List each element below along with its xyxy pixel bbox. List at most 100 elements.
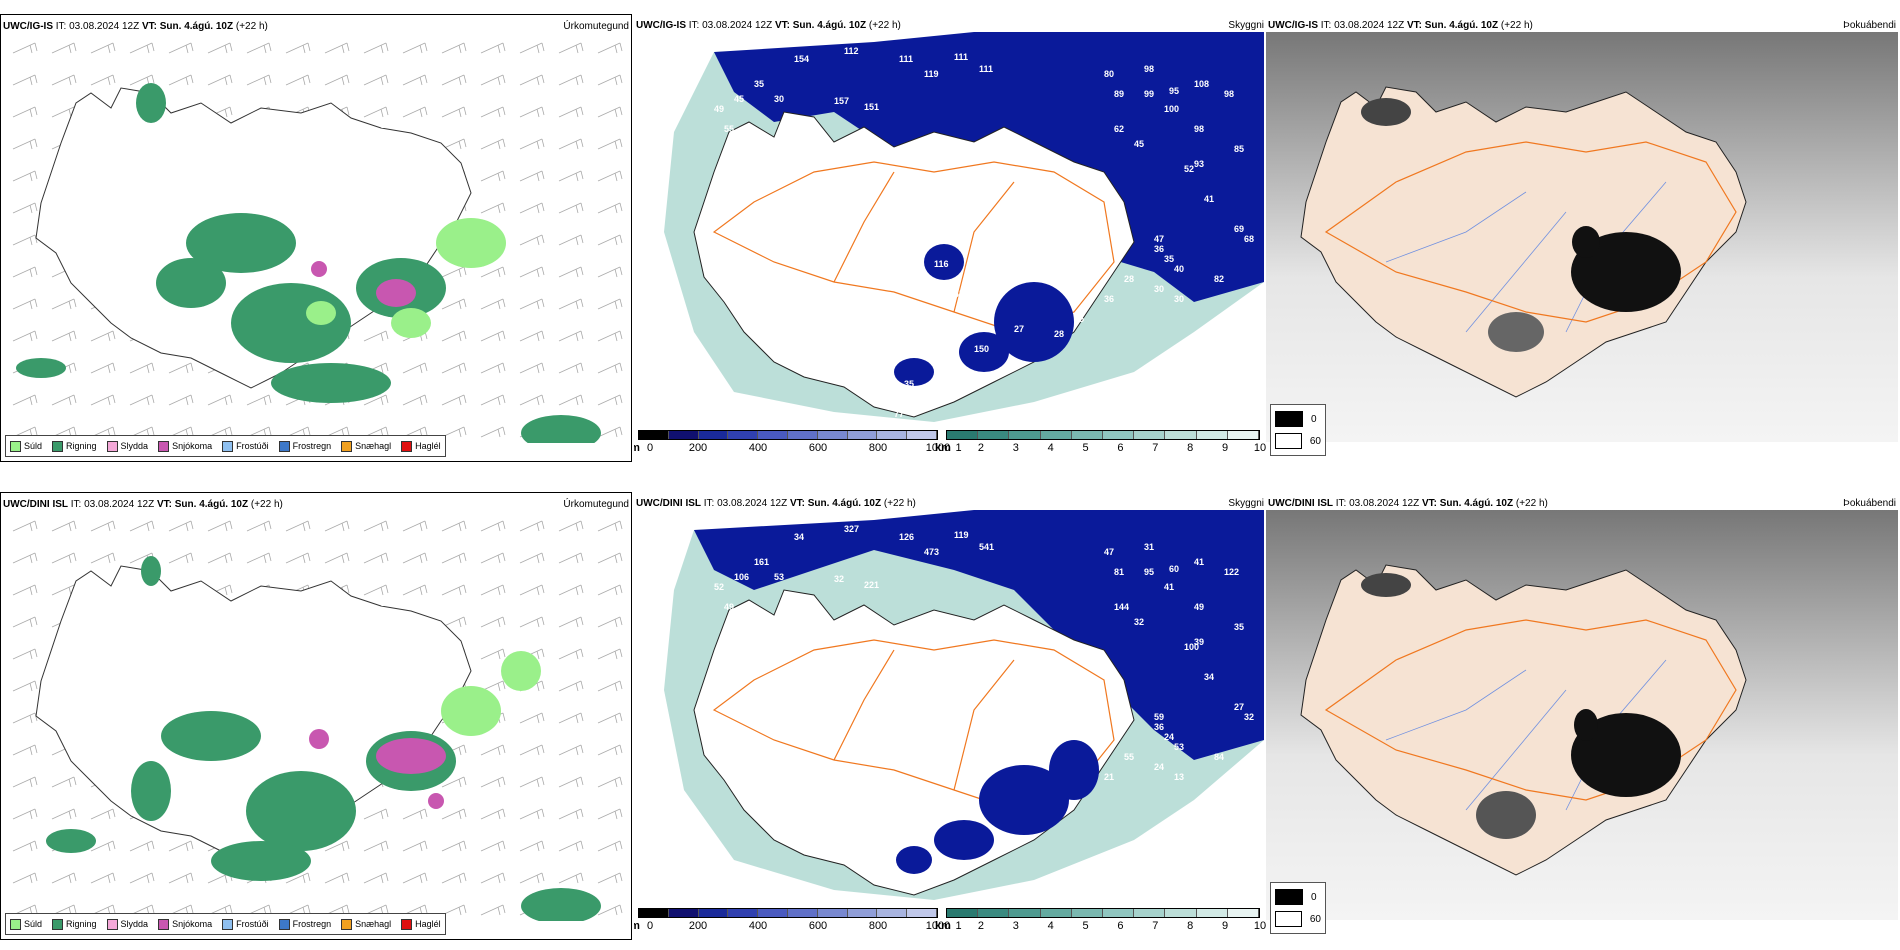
wind-barb [246,74,272,86]
wind-barb [558,744,584,756]
visibility-value-label: 93 [1194,159,1204,169]
wind-barb [519,808,545,820]
wind-barb [207,42,233,54]
visibility-value-label: 41 [1204,194,1214,204]
wind-barb [51,520,77,532]
colorbar-tick: 600 [808,920,828,932]
visibility-value-label: 77 [894,409,904,419]
wind-barb [246,520,272,532]
legend-item: Haglél [401,918,441,930]
colorbar-tick: 4 [1047,920,1054,932]
wind-barb [207,520,233,532]
wind-barb [480,138,506,150]
wind-barb [480,776,506,788]
wind-barb [480,298,506,310]
wind-barb [402,362,428,374]
legend-swatch [341,440,353,452]
legend-swatch [222,918,234,930]
legend-label: Snjókoma [172,919,213,929]
wind-barb [558,840,584,852]
wind-barb [51,872,77,884]
wind-barb [597,234,623,246]
colorbar-tick: 5 [1082,442,1089,454]
precip-type-panel-2: UWC/DINI ISL IT: 03.08.2024 12Z VT: Sun.… [0,492,632,940]
panel-title: UWC/IG-IS IT: 03.08.2024 12Z VT: Sun. 4.… [3,21,268,32]
visibility-value-label: 13 [1174,772,1184,782]
colorbar-tick: 600 [808,442,828,454]
blue-pockets [896,740,1099,874]
colorbar-segment [668,431,699,439]
colorbar-segment [1134,909,1166,917]
colorbar-unit: km [935,920,951,932]
precip-type-map[interactable] [1,33,631,443]
wind-barb [480,42,506,54]
precip-legend: Súld Rigning Slydda Snjókoma Frostúði Frostre… [5,913,446,935]
wind-barb [558,202,584,214]
wind-barb [12,616,38,628]
colorbar-tick: 1 [955,920,962,932]
fog-patches [1361,98,1681,352]
wind-barb [129,362,155,374]
wind-barb [597,584,623,596]
visibility-value-label: 65 [954,289,964,299]
wind-barb [480,648,506,660]
wind-barb [246,552,272,564]
colorbar-strip [638,908,938,918]
visibility-value-label: 35 [754,79,764,89]
visibility-value-label: 49 [1194,602,1204,612]
height-colorbar: 0 200 400 600 800 1000 m [634,908,950,932]
wind-barb [597,808,623,820]
visibility-value-label: 62 [1114,124,1124,134]
precip-type-map[interactable] [1,511,631,921]
wind-barb [519,266,545,278]
wind-barb [90,840,116,852]
visibility-value-label: 23 [914,239,924,249]
wind-barb [519,202,545,214]
visibility-value-label: 31 [1144,542,1154,552]
visibility-value-label: 55 [1124,752,1134,762]
visibility-value-label: 47 [1154,234,1164,244]
legend-label: Snæhagl [355,919,392,929]
visibility-value-label: 473 [924,547,939,557]
wind-barb [168,42,194,54]
wind-barb [12,808,38,820]
legend-item: Snjókoma [158,440,212,452]
legend-item: Rigning [52,918,97,930]
wind-barb [558,808,584,820]
legend-label: Frostúði [236,441,269,451]
wind-barb [480,616,506,628]
legend-item: Slydda [106,440,148,452]
wind-barb [441,584,467,596]
wind-barb [519,234,545,246]
wind-barb [558,648,584,660]
visibility-value-label: 95 [1169,86,1179,96]
visibility-value-label: 30 [774,94,784,104]
wind-barb [12,330,38,342]
wind-barb [597,680,623,692]
colorbar-tick: 800 [868,920,888,932]
black-swatch [1275,411,1303,427]
wind-barb [480,552,506,564]
wind-barb [90,394,116,406]
wind-barb [441,840,467,852]
fog-map[interactable] [1266,32,1898,442]
legend-swatch [158,440,170,452]
fog-map[interactable] [1266,510,1898,920]
visibility-value-label: 161 [754,557,769,567]
visibility-value-label: 45 [734,94,744,104]
wind-barb [363,584,389,596]
wind-barb [12,552,38,564]
colorbar-tick: 200 [688,920,708,932]
legend-label: Rigning [66,919,97,929]
wind-barb [12,520,38,532]
visibility-value-label: 119 [924,69,939,79]
wind-barb [51,808,77,820]
wind-barb [480,808,506,820]
wind-barb [363,106,389,118]
colorbar-tick: 10 [1253,920,1266,932]
legend-swatch [278,918,290,930]
wind-barb [480,266,506,278]
